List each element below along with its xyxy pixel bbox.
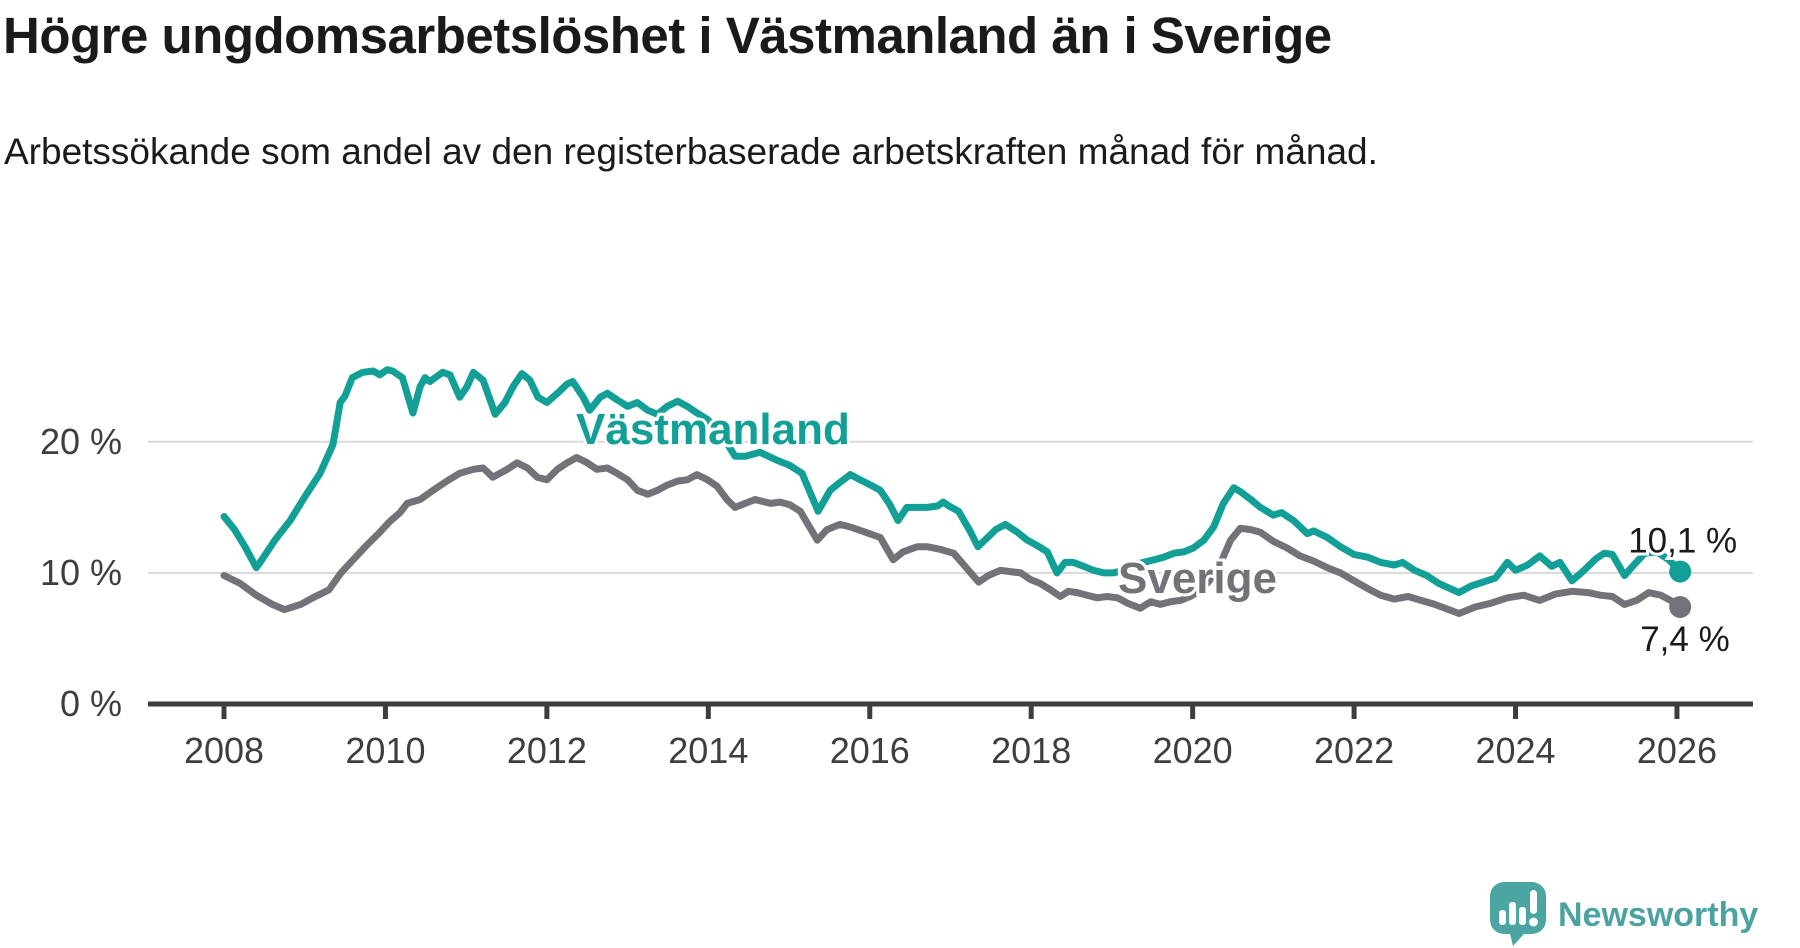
logo-exclamation-dot-icon [1529, 917, 1538, 927]
series-end-dot-sverige [1669, 595, 1692, 618]
logo-bar-icon [1509, 902, 1516, 925]
end-value-label-sverige: 7,4 % [1640, 620, 1730, 659]
x-tick-label: 2024 [1475, 730, 1555, 771]
x-tick-label: 2010 [345, 730, 425, 771]
series-label-sverige: Sverige [1118, 554, 1277, 603]
logo-bar-icon [1519, 907, 1526, 925]
y-tick-label: 0 % [60, 683, 122, 724]
x-tick-label: 2026 [1637, 730, 1717, 771]
chart-subtitle: Arbetssökande som andel av den registerb… [4, 131, 1378, 172]
x-tick-label: 2016 [830, 730, 910, 771]
newsworthy-logo: Newsworthy [1490, 882, 1758, 946]
x-tick-label: 2018 [991, 730, 1071, 771]
x-tick-label: 2020 [1153, 730, 1233, 771]
x-tick-label: 2022 [1314, 730, 1394, 771]
logo-text: Newsworthy [1558, 896, 1758, 934]
series-line-sverige [220, 454, 1684, 617]
end-value-label-västmanland: 10,1 % [1628, 522, 1737, 561]
speech-bubble-icon [1490, 882, 1546, 946]
x-tick-label: 2008 [184, 730, 264, 771]
series-line-västmanland [220, 366, 1684, 597]
x-tick-label: 2014 [668, 730, 748, 771]
logo-bar-icon [1499, 910, 1506, 925]
newsworthy-logo-icon [1490, 882, 1546, 946]
series-end-dot-västmanland [1669, 560, 1692, 583]
logo-exclamation-icon [1530, 890, 1537, 914]
chart-title: Högre ungdomsarbetslöshet i Västmanland … [3, 7, 1332, 64]
series-label-västmanland: Västmanland [576, 405, 850, 454]
y-tick-label: 20 % [40, 421, 122, 462]
y-tick-label: 10 % [40, 552, 122, 593]
x-tick-label: 2012 [507, 730, 587, 771]
